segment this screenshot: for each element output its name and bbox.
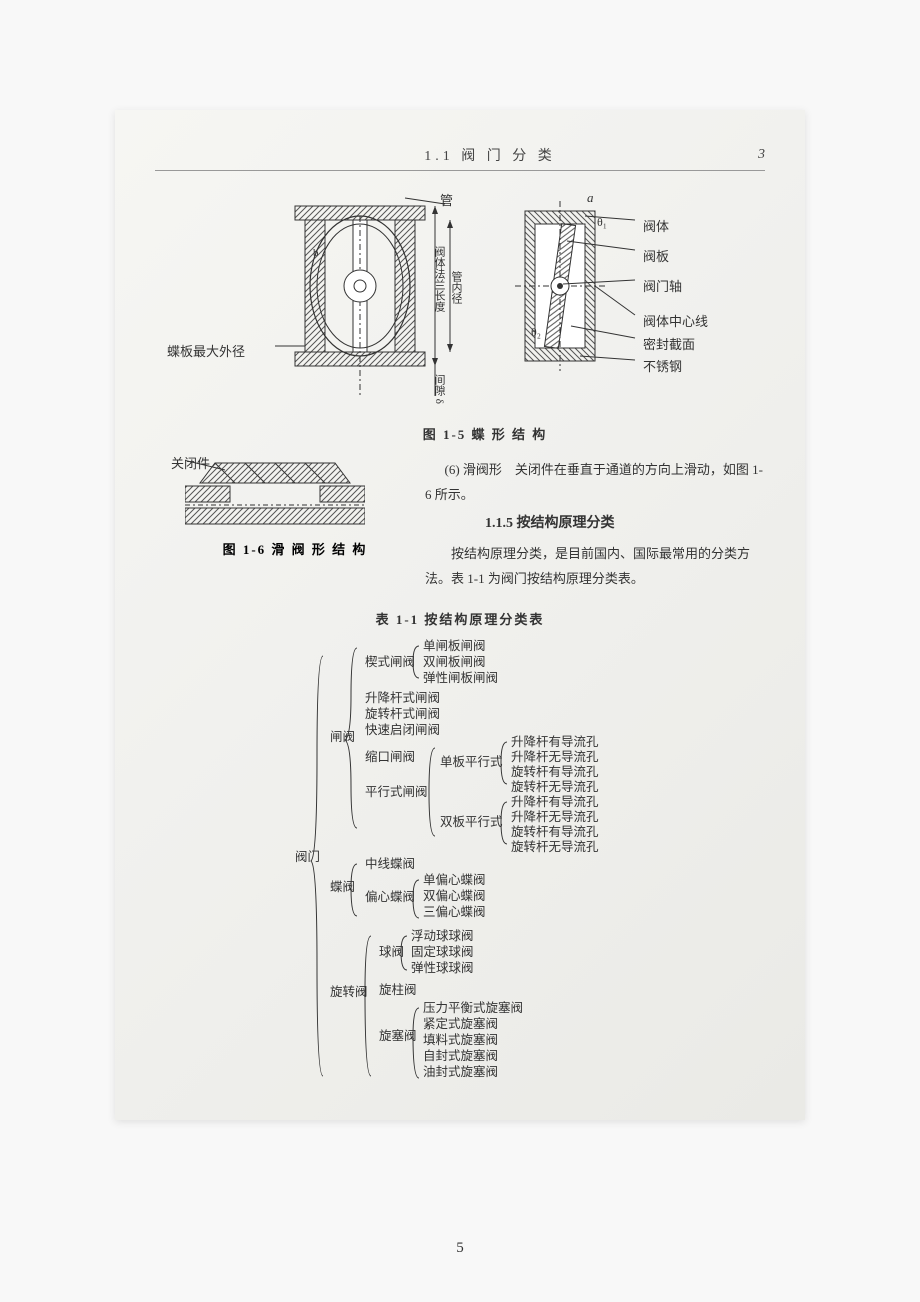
svg-text:弹性闸板闸阀: 弹性闸板闸阀 bbox=[423, 671, 498, 685]
svg-text:单偏心蝶阀: 单偏心蝶阀 bbox=[423, 872, 486, 887]
figure-1-6-row: 关闭件 图 1-6 bbox=[155, 458, 765, 591]
fig15-r2: 阀门轴 bbox=[643, 276, 682, 295]
svg-text:三偏心蝶阀: 三偏心蝶阀 bbox=[423, 904, 486, 919]
svg-text:球阀: 球阀 bbox=[379, 945, 404, 959]
svg-text:旋转杆式闸阀: 旋转杆式闸阀 bbox=[365, 706, 440, 721]
svg-text:单闸板闸阀: 单闸板闸阀 bbox=[423, 639, 486, 653]
dim-b: b bbox=[313, 247, 319, 259]
fig16-label: 关闭件 bbox=[140, 453, 210, 472]
svg-text:单板平行式: 单板平行式 bbox=[440, 755, 503, 769]
para-115: 按结构原理分类，是目前国内、国际最常用的分类方法。表 1-1 为阀门按结构原理分… bbox=[425, 542, 765, 591]
fig15-label-pipe: 管 bbox=[440, 190, 453, 209]
page-footer: 5 bbox=[0, 1240, 920, 1257]
fig15-r0: 阀体 bbox=[643, 216, 669, 235]
svg-text:自封式旋塞阀: 自封式旋塞阀 bbox=[423, 1048, 498, 1063]
para-6-wrap: (6) 滑阀形 关闭件在垂直于通道的方向上滑动，如图 1-6 所示。 1.1.5… bbox=[405, 458, 765, 591]
svg-text:浮动球球阀: 浮动球球阀 bbox=[411, 929, 474, 943]
svg-text:升降杆无导流孔: 升降杆无导流孔 bbox=[511, 750, 599, 764]
figure-1-5: 蝶板最大外径 bbox=[155, 196, 765, 416]
svg-text:双闸板闸阀: 双闸板闸阀 bbox=[423, 655, 486, 669]
svg-text:升降杆式闸阀: 升降杆式闸阀 bbox=[365, 691, 440, 705]
fig15-r3: 阀体中心线 bbox=[643, 311, 708, 330]
heading-1-1-5: 1.1.5 按结构原理分类 bbox=[485, 511, 765, 538]
svg-text:升降杆无导流孔: 升降杆无导流孔 bbox=[511, 810, 599, 824]
page: 1.1 阀 门 分 类 3 蝶板最大外径 bbox=[115, 110, 805, 1120]
svg-text:双板平行式: 双板平行式 bbox=[440, 815, 503, 829]
svg-text:旋转杆无导流孔: 旋转杆无导流孔 bbox=[511, 839, 599, 854]
svg-text:平行式闸阀: 平行式闸阀 bbox=[365, 785, 428, 799]
header-title: 1.1 阀 门 分 类 bbox=[235, 145, 745, 165]
svg-text:缩口闸阀: 缩口闸阀 bbox=[365, 749, 415, 764]
svg-text:填料式旋塞阀: 填料式旋塞阀 bbox=[423, 1032, 498, 1047]
fig15-r4: 密封截面 bbox=[643, 334, 695, 353]
svg-text:快速启闭闸阀: 快速启闭闸阀 bbox=[365, 723, 440, 737]
header-section: 1.1 bbox=[424, 149, 454, 164]
fig15-label-a: a bbox=[587, 190, 594, 206]
svg-text:旋塞阀: 旋塞阀 bbox=[379, 1028, 417, 1043]
fig15-label-left: 蝶板最大外径 bbox=[145, 341, 245, 360]
theta2: θ₂ bbox=[531, 325, 541, 339]
svg-text:楔式闸阀: 楔式闸阀 bbox=[365, 655, 415, 669]
para-6: (6) 滑阀形 关闭件在垂直于通道的方向上滑动，如图 1-6 所示。 bbox=[425, 458, 765, 507]
fig15-caption: 图 1-5 蝶 形 结 构 bbox=[205, 424, 765, 443]
fig15-v1: 管内径 bbox=[448, 271, 464, 304]
figure-1-6: 关闭件 图 1-6 bbox=[155, 458, 405, 591]
svg-text:双偏心蝶阀: 双偏心蝶阀 bbox=[423, 888, 486, 903]
fig15-v0: 阀体法兰长度 bbox=[431, 246, 447, 312]
root: 阀门 bbox=[295, 849, 320, 864]
svg-text:旋转杆有导流孔: 旋转杆有导流孔 bbox=[511, 824, 599, 839]
fig16-caption: 图 1-6 滑 阀 形 结 构 bbox=[185, 539, 405, 558]
tree-svg: 阀门 闸阀 楔式闸阀 单闸板闸阀 双闸板闸阀 弹性闸板闸阀 升降杆式闸阀 旋转杆… bbox=[295, 636, 755, 1096]
fig15-r1: 阀板 bbox=[643, 246, 669, 265]
fig15-r5: 不锈钢 bbox=[643, 356, 682, 375]
svg-text:固定球球阀: 固定球球阀 bbox=[411, 944, 474, 959]
header-text: 阀 门 分 类 bbox=[461, 149, 556, 164]
svg-text:中线蝶阀: 中线蝶阀 bbox=[365, 856, 415, 871]
svg-text:油封式旋塞阀: 油封式旋塞阀 bbox=[423, 1064, 498, 1079]
svg-text:偏心蝶阀: 偏心蝶阀 bbox=[365, 889, 415, 904]
svg-text:紧定式旋塞阀: 紧定式旋塞阀 bbox=[423, 1016, 498, 1031]
fig15-v2: 间隙 δ bbox=[431, 374, 447, 404]
svg-text:压力平衡式旋塞阀: 压力平衡式旋塞阀 bbox=[423, 1000, 523, 1015]
fig16-svg bbox=[185, 458, 365, 528]
svg-text:闸阀: 闸阀 bbox=[330, 730, 355, 744]
svg-text:弹性球球阀: 弹性球球阀 bbox=[411, 961, 474, 975]
table-1-1-caption: 表 1-1 按结构原理分类表 bbox=[155, 609, 765, 628]
page-number: 3 bbox=[745, 147, 765, 163]
svg-text:旋转阀: 旋转阀 bbox=[330, 984, 368, 999]
svg-text:升降杆有导流孔: 升降杆有导流孔 bbox=[511, 795, 599, 809]
page-header: 1.1 阀 门 分 类 3 bbox=[155, 145, 765, 171]
svg-text:旋转杆有导流孔: 旋转杆有导流孔 bbox=[511, 764, 599, 779]
svg-text:旋柱阀: 旋柱阀 bbox=[379, 982, 417, 997]
fig15-svg: b bbox=[275, 196, 655, 411]
classification-tree: 阀门 闸阀 楔式闸阀 单闸板闸阀 双闸板闸阀 弹性闸板闸阀 升降杆式闸阀 旋转杆… bbox=[295, 636, 765, 1102]
svg-text:旋转杆无导流孔: 旋转杆无导流孔 bbox=[511, 779, 599, 794]
svg-text:升降杆有导流孔: 升降杆有导流孔 bbox=[511, 735, 599, 749]
